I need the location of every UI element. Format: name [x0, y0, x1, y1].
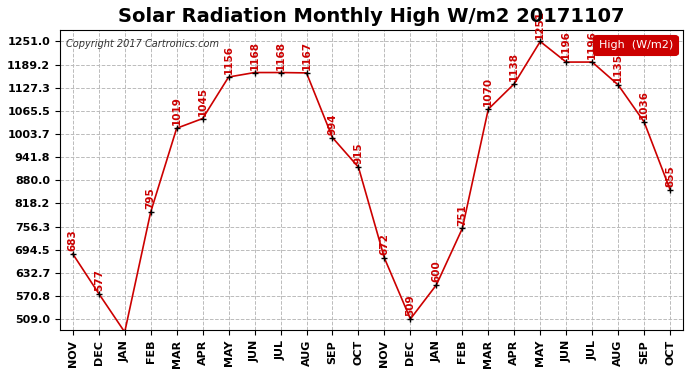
- Text: 683: 683: [68, 230, 78, 251]
- Text: Copyright 2017 Cartronics.com: Copyright 2017 Cartronics.com: [66, 39, 219, 49]
- Legend: High  (W/m2): High (W/m2): [594, 36, 678, 55]
- Title: Solar Radiation Monthly High W/m2 20171107: Solar Radiation Monthly High W/m2 201711…: [118, 7, 624, 26]
- Text: 1168: 1168: [250, 41, 259, 70]
- Text: 1168: 1168: [275, 41, 286, 70]
- Text: 1167: 1167: [302, 41, 311, 70]
- Text: 915: 915: [353, 143, 364, 164]
- Text: 600: 600: [431, 260, 442, 282]
- Text: 1019: 1019: [172, 97, 181, 126]
- Text: 994: 994: [328, 113, 337, 135]
- Text: 1196: 1196: [561, 30, 571, 59]
- Text: 855: 855: [665, 165, 675, 187]
- Text: 1036: 1036: [639, 90, 649, 119]
- Text: 672: 672: [380, 233, 389, 255]
- Text: 577: 577: [94, 269, 104, 291]
- Text: 474: 474: [0, 374, 1, 375]
- Text: 1251: 1251: [535, 10, 545, 39]
- Text: 751: 751: [457, 204, 467, 226]
- Text: 509: 509: [406, 295, 415, 316]
- Text: 1138: 1138: [509, 52, 520, 81]
- Text: 795: 795: [146, 188, 156, 209]
- Text: 1156: 1156: [224, 45, 234, 74]
- Text: 1135: 1135: [613, 53, 623, 82]
- Text: 1045: 1045: [197, 87, 208, 116]
- Text: 1196: 1196: [587, 30, 597, 59]
- Text: 1070: 1070: [483, 77, 493, 106]
